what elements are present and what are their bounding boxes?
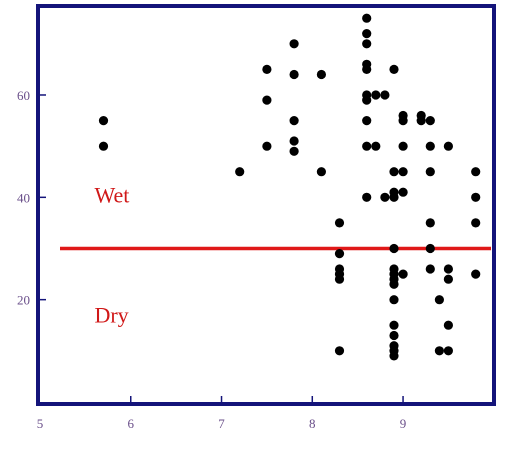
data-point [389, 64, 399, 74]
data-point [362, 192, 372, 202]
data-point [425, 141, 435, 151]
data-point [398, 116, 408, 126]
data-point [443, 274, 453, 284]
data-point [398, 141, 408, 151]
data-point [362, 13, 372, 23]
data-point [398, 269, 408, 279]
data-point [434, 346, 444, 356]
data-point [380, 90, 390, 100]
data-point [389, 330, 399, 341]
data-point [289, 146, 299, 156]
data-point [362, 116, 372, 126]
data-point [471, 269, 481, 279]
data-point [471, 218, 481, 228]
data-point [389, 351, 399, 361]
data-point [262, 64, 272, 74]
data-point [289, 69, 299, 80]
data-points [98, 13, 481, 361]
data-point [316, 167, 326, 177]
data-point [289, 116, 299, 126]
data-point [289, 136, 299, 146]
x-tick-label: 6 [128, 416, 135, 431]
y-tick-label: 20 [17, 293, 30, 308]
x-tick-label: 8 [309, 416, 316, 431]
data-point [425, 218, 435, 228]
data-point [334, 346, 345, 356]
data-point [416, 116, 426, 126]
data-point [389, 295, 399, 305]
data-point [98, 116, 109, 126]
data-point [389, 279, 399, 289]
data-point [362, 141, 372, 151]
data-point [362, 28, 372, 39]
plot-frame [36, 4, 496, 406]
data-point [371, 141, 381, 151]
data-point [443, 141, 453, 151]
data-point [289, 39, 299, 49]
x-tick-label: 9 [400, 416, 407, 431]
data-point [362, 64, 372, 74]
data-point [334, 249, 345, 259]
data-point [425, 116, 435, 126]
data-point [362, 95, 372, 105]
data-point [398, 167, 408, 177]
annotation-wet: Wet [94, 182, 129, 207]
data-point [443, 264, 453, 274]
data-point [380, 192, 390, 202]
data-point [443, 346, 453, 356]
x-tick-label: 7 [218, 416, 225, 431]
data-point [316, 69, 326, 80]
data-point [389, 243, 399, 254]
y-tick-label: 40 [17, 190, 30, 205]
data-point [434, 295, 444, 305]
data-point [425, 167, 435, 177]
x-tick-label: 5 [37, 416, 44, 431]
data-point [262, 95, 272, 105]
data-point [425, 264, 435, 274]
data-point [425, 243, 435, 254]
data-point [471, 192, 481, 202]
data-point [98, 141, 109, 151]
data-point [389, 320, 399, 330]
data-point [389, 167, 399, 177]
data-point [398, 187, 408, 197]
data-point [362, 39, 372, 49]
data-point [334, 274, 345, 284]
data-point [235, 167, 245, 177]
data-point [371, 90, 381, 100]
annotation-dry: Dry [94, 303, 128, 328]
data-point [471, 167, 481, 177]
data-point [389, 192, 399, 202]
data-point [443, 320, 453, 330]
data-point [262, 141, 272, 151]
y-tick-label: 60 [17, 88, 30, 103]
data-point [334, 218, 345, 228]
